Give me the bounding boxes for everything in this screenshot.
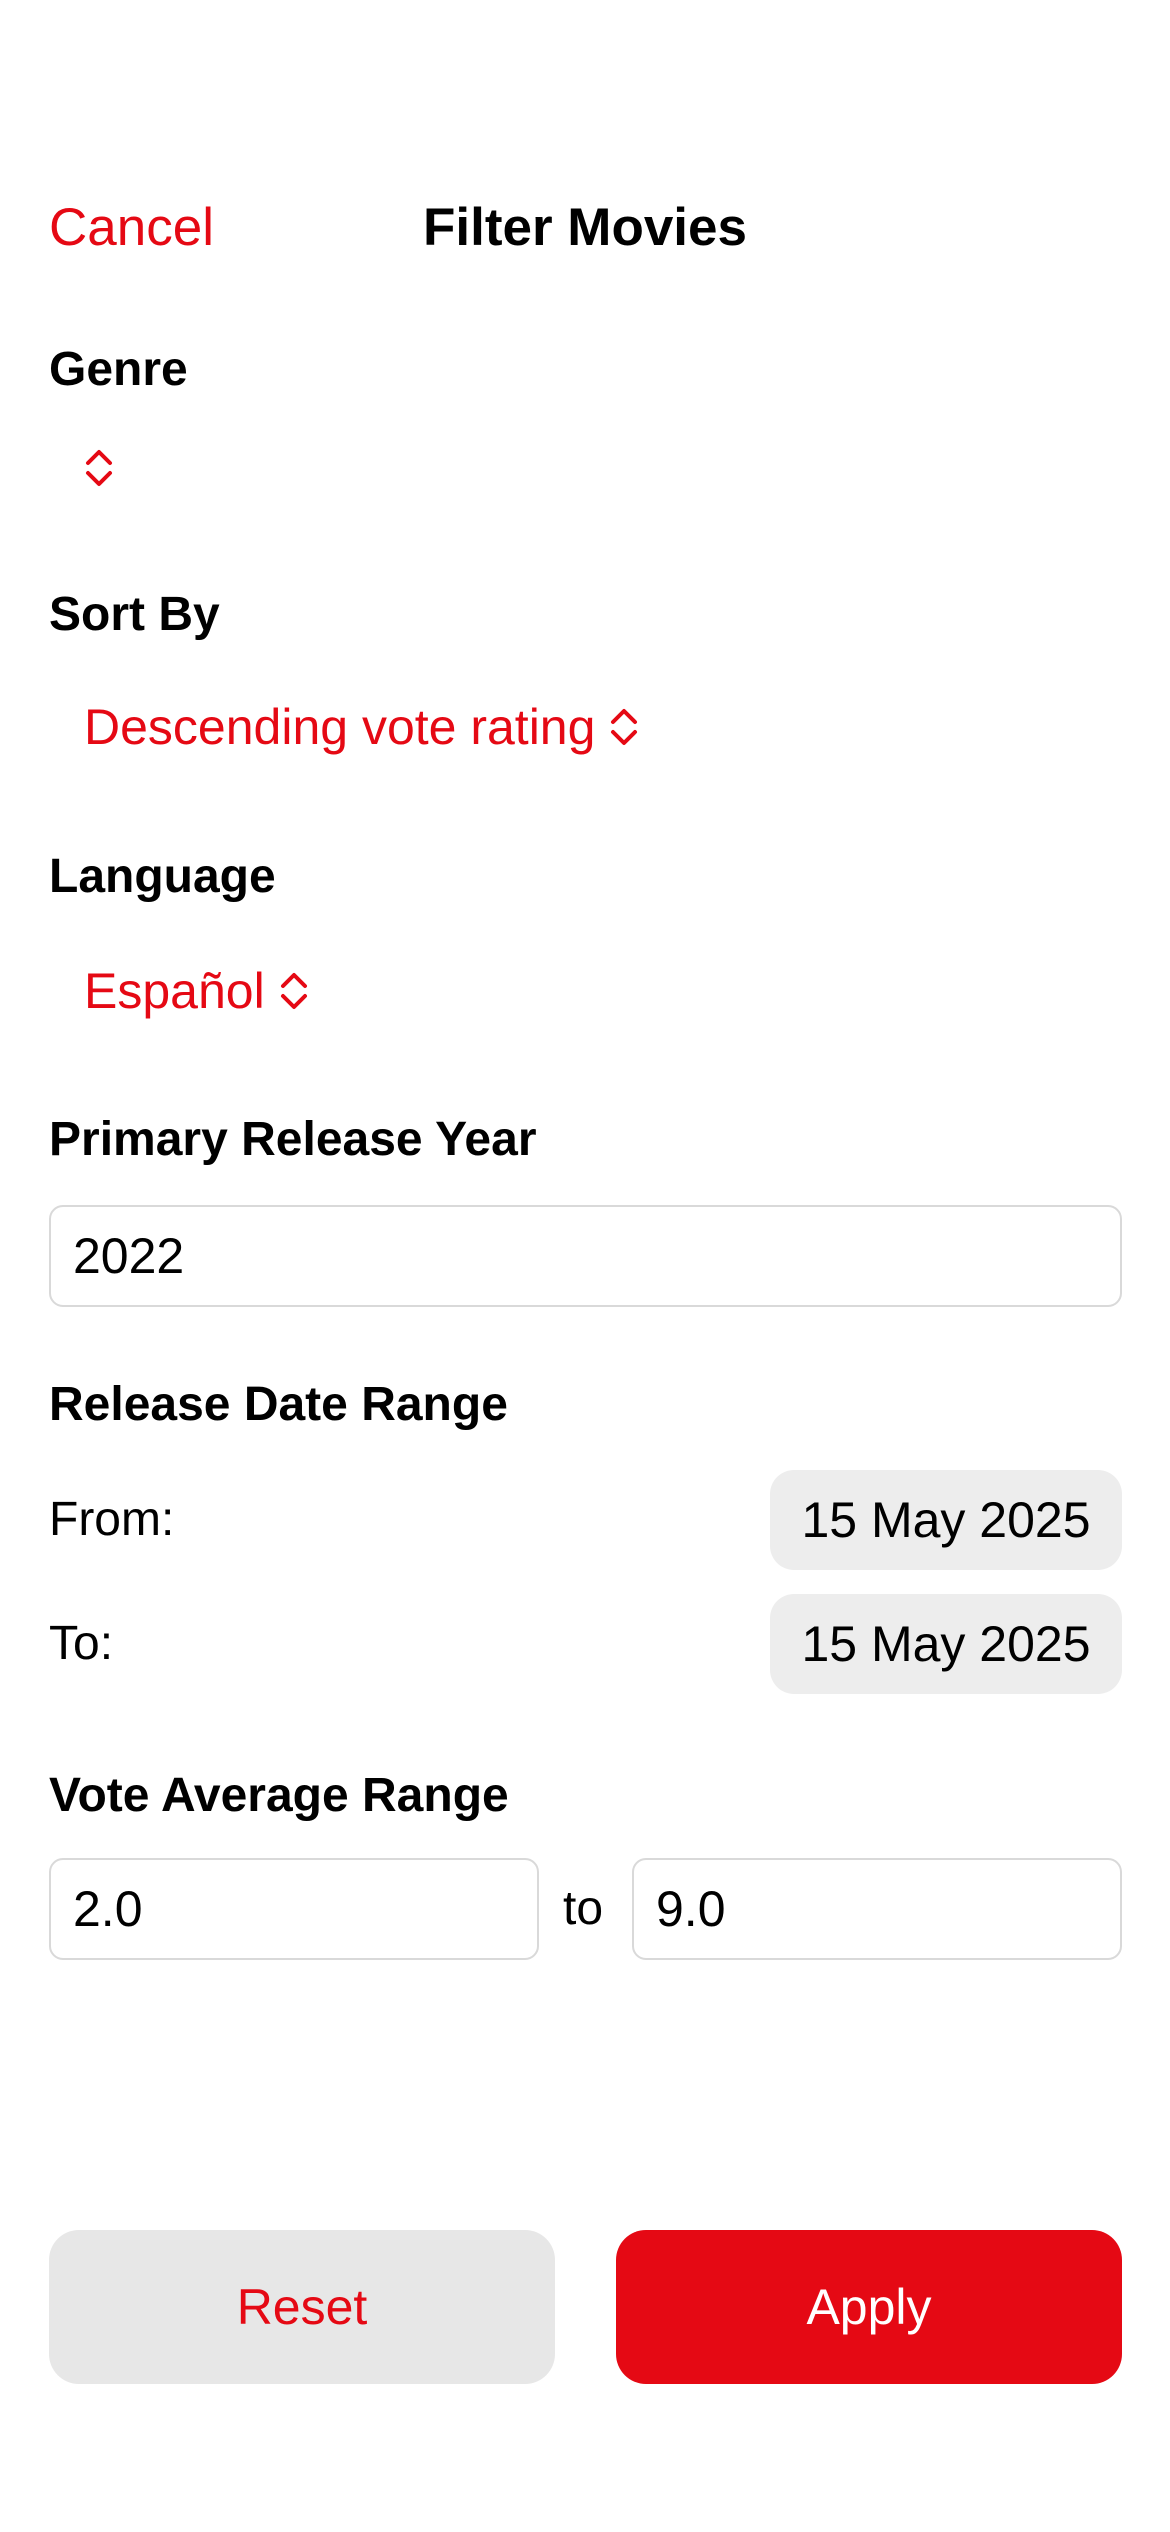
chevron-up-down-icon [86,450,112,486]
reset-button[interactable]: Reset [49,2230,555,2384]
sort-by-picker[interactable]: Descending vote rating [84,692,639,762]
page-title: Filter Movies [423,198,747,257]
vote-max-input[interactable]: 9.0 [632,1858,1122,1960]
chevron-up-down-icon [611,709,638,745]
chevron-up-down-icon [280,973,307,1009]
cancel-button[interactable]: Cancel [49,198,214,257]
genre-label: Genre [49,343,188,396]
from-date-picker[interactable]: 15 May 2025 [770,1470,1122,1570]
vote-min-input[interactable]: 2.0 [49,1858,539,1960]
release-date-range-label: Release Date Range [49,1378,508,1431]
release-year-input[interactable]: 2022 [49,1205,1122,1307]
language-picker[interactable]: Español [84,956,309,1026]
from-label: From: [49,1493,175,1546]
apply-button[interactable]: Apply [616,2230,1122,2384]
release-year-label: Primary Release Year [49,1113,537,1166]
sort-by-selected-value: Descending vote rating [84,699,596,755]
range-separator: to [563,1882,604,1935]
to-label: To: [49,1617,114,1670]
sort-by-label: Sort By [49,588,220,641]
language-label: Language [49,850,276,903]
to-date-picker[interactable]: 15 May 2025 [770,1594,1122,1694]
genre-picker[interactable] [84,433,114,503]
language-selected-value: Español [84,963,265,1019]
vote-average-label: Vote Average Range [49,1769,509,1822]
